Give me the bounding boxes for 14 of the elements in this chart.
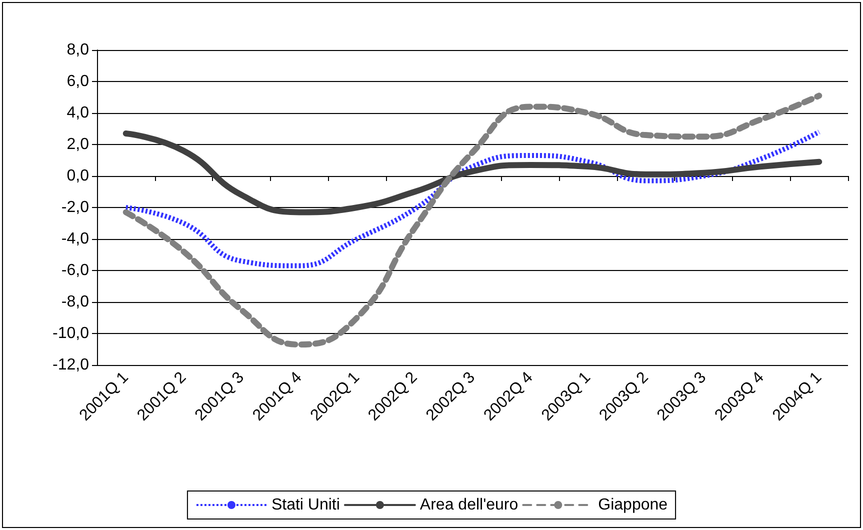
y-tick-label: -12,0 — [52, 356, 90, 374]
y-tick-label: 8,0 — [66, 42, 90, 58]
y-tick-label: 0,0 — [66, 168, 90, 184]
y-tick-label: -8,0 — [61, 294, 90, 310]
y-tick-label: 4,0 — [66, 104, 90, 122]
y-tick-label: -10,0 — [52, 325, 90, 342]
legend-label: Area dell'euro — [420, 496, 518, 514]
legend-label: Giappone — [598, 496, 668, 514]
y-tick-label: -4,0 — [61, 230, 90, 248]
y-tick-label: 2,0 — [66, 136, 90, 153]
y-tick-label: 6,0 — [66, 73, 90, 90]
legend-label: Stati Uniti — [271, 496, 340, 514]
y-tick-label: -6,0 — [61, 262, 90, 279]
y-tick-label: -2,0 — [61, 199, 90, 216]
